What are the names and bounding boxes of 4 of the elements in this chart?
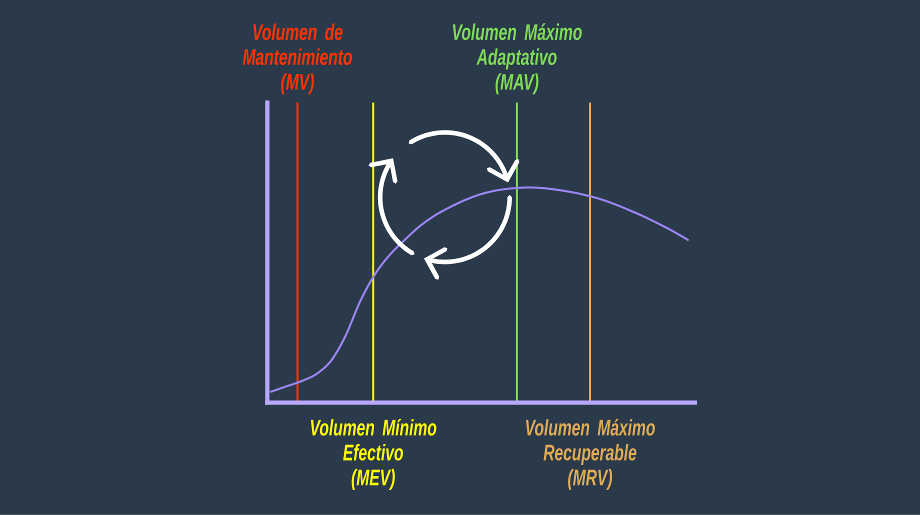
text: Volumen Máximo Adaptativo (MAV) — [452, 23, 582, 94]
text: Volumen de Mantenimiento (MV) — [242, 24, 352, 94]
text: Volumen Máximo Recuperable (MRV) — [526, 418, 655, 490]
text: Volumen Mínimo Efectivo (MEV) — [310, 418, 436, 490]
